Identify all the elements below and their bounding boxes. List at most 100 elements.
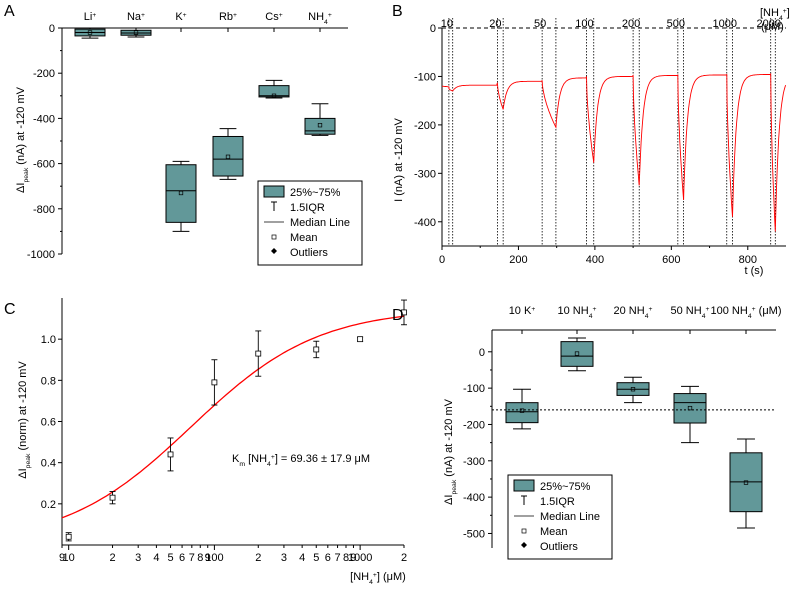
y-tick-label: -200 — [463, 419, 485, 431]
concentration-label: 50 — [534, 18, 546, 30]
y-tick-label: -300 — [414, 168, 436, 180]
box-iqr — [673, 393, 707, 424]
concentration-label: 200 — [622, 18, 640, 30]
data-point-7 — [357, 336, 364, 343]
category-label: Cs+ — [265, 11, 282, 23]
y-tick-label: -500 — [463, 528, 485, 540]
y-tick-label: -400 — [414, 217, 436, 229]
category-label: 20 NH4+ — [614, 305, 653, 320]
legend-label: Mean — [540, 526, 568, 538]
box-iqr — [212, 135, 244, 177]
mean-marker — [317, 123, 323, 128]
x-tick-label: 1000 — [348, 552, 372, 564]
legend-label: Median Line — [290, 217, 350, 229]
y-axis-label: ΔIpeak (nA) at -120 mV — [15, 86, 30, 193]
data-point-2 — [109, 491, 116, 505]
mean-marker — [574, 351, 580, 356]
point-marker — [255, 350, 262, 357]
legend-swatch-box — [263, 185, 285, 198]
concentration-label: 10 — [441, 18, 453, 30]
box-iqr — [560, 341, 594, 367]
category-label: 100 NH4+ (μM) — [711, 305, 782, 320]
concentration-label: 500 — [667, 18, 685, 30]
legend-swatch-mean — [271, 234, 277, 240]
y-tick-label: -400 — [33, 113, 55, 125]
point-marker — [357, 336, 364, 343]
mean-marker — [133, 30, 139, 35]
y-tick-label: -600 — [33, 159, 55, 171]
point-marker — [211, 379, 218, 386]
y-tick-label: 0.6 — [41, 417, 56, 429]
y-tick-label: -100 — [463, 383, 485, 395]
box-4 — [212, 128, 244, 180]
box-4 — [673, 385, 707, 444]
concentration-label: 2000 — [756, 18, 780, 30]
data-point-6 — [313, 340, 320, 359]
legend-label: 1.5IQR — [540, 496, 575, 508]
box-3 — [616, 376, 650, 404]
mean-marker — [743, 480, 749, 485]
panel-letter-b: B — [392, 3, 403, 20]
panel-letter-d: D — [392, 307, 404, 324]
point-marker — [313, 346, 320, 353]
y-tick-label: 0 — [430, 23, 436, 35]
y-tick-label: -300 — [463, 456, 485, 468]
panel-letter-c: C — [4, 301, 16, 318]
legend-label: 25%~75% — [540, 481, 591, 493]
x-tick-label: 8 — [197, 552, 203, 564]
km-annotation: Km [NH4+] = 69.36 ± 17.9 μM — [232, 453, 370, 468]
mean-marker — [87, 30, 93, 35]
legend-label: 25%~75% — [290, 187, 341, 199]
mean-marker — [630, 387, 636, 392]
x-tick-label: 7 — [334, 552, 340, 564]
mean-marker — [271, 93, 277, 98]
category-label: Na+ — [127, 11, 145, 23]
box-iqr — [258, 85, 290, 98]
legend: 25%~75% 1.5IQR Median Line Mean Outliers — [507, 474, 613, 560]
y-axis-label: ΔIpeak (nA) at -120 mV — [443, 398, 458, 505]
y-tick-label: 0.8 — [41, 375, 56, 387]
y-tick-label: 0 — [49, 23, 55, 35]
point-marker — [65, 533, 72, 540]
data-point-4 — [211, 359, 218, 406]
box-5 — [729, 438, 763, 529]
legend-swatch-outlier — [521, 542, 527, 548]
concentration-label: 100 — [575, 18, 593, 30]
x-tick-label: 3 — [281, 552, 287, 564]
x-tick-label: 800 — [739, 254, 757, 266]
x-tick-label: 5 — [313, 552, 319, 564]
x-tick-label: 2 — [109, 552, 115, 564]
x-tick-label: 9 — [350, 552, 356, 564]
x-tick-label: 2 — [401, 552, 407, 564]
x-tick-label: 5 — [167, 552, 173, 564]
legend-swatch-box — [513, 479, 535, 492]
category-label: NH4+ — [308, 11, 332, 26]
legend: 25%~75% 1.5IQR Median Line Mean Outliers — [257, 180, 363, 266]
x-tick-label: 10 — [63, 552, 75, 564]
hill-fit-curve — [61, 315, 405, 519]
box-1 — [74, 27, 106, 39]
point-marker — [167, 451, 174, 458]
panel-d: 0 -100 -200 -300 -400 -500 10 K+ 10 NH4+ 20 NH4+… — [443, 305, 782, 560]
box-iqr — [304, 117, 336, 135]
x-tick-label: 6 — [325, 552, 331, 564]
data-point-1 — [65, 532, 72, 542]
category-label: K+ — [175, 11, 186, 23]
x-tick-label: 7 — [189, 552, 195, 564]
legend-label: Outliers — [290, 247, 328, 259]
data-point-8 — [401, 299, 407, 326]
unit-label-line2: (μM) — [761, 21, 784, 33]
legend-swatch-mean — [521, 528, 527, 534]
box-5 — [258, 79, 290, 99]
unit-label: [NH4+] — [760, 7, 790, 22]
y-tick-label: -100 — [414, 71, 436, 83]
y-tick-label: 1.0 — [41, 334, 56, 346]
y-tick-label: -200 — [33, 68, 55, 80]
mean-marker — [178, 190, 184, 196]
concentration-label: 20 — [489, 18, 501, 30]
box-iqr — [165, 164, 197, 223]
y-tick-label: 0.2 — [41, 499, 56, 511]
